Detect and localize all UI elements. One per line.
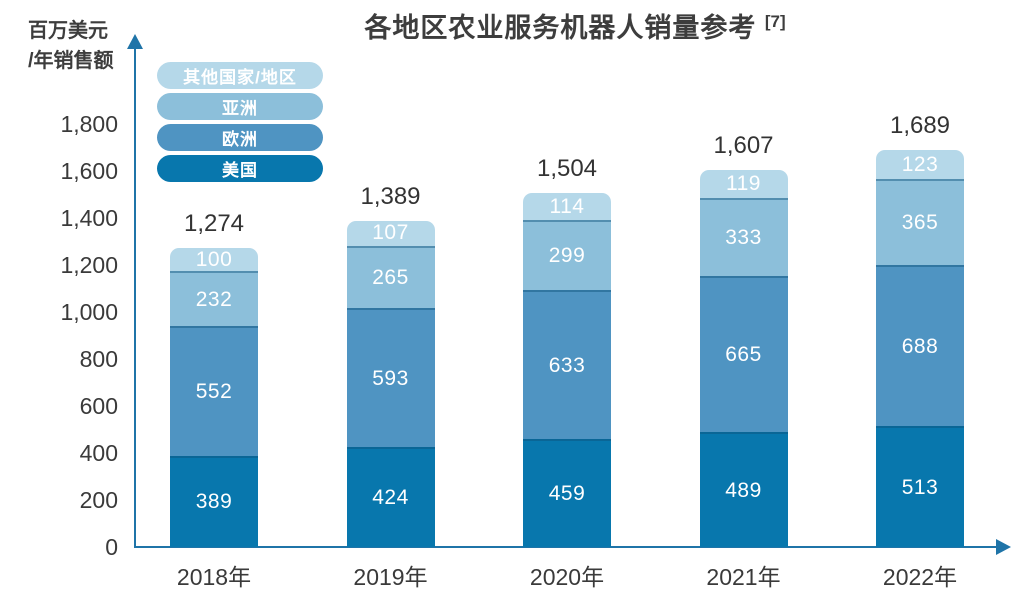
segment-value-label: 107 — [372, 221, 409, 245]
bar-segment-欧洲: 688 — [876, 264, 964, 427]
y-tick-label: 1,800 — [60, 111, 118, 137]
segment-value-label: 633 — [548, 353, 586, 377]
segment-value-label: 333 — [725, 225, 762, 249]
legend-item-亚洲: 亚洲 — [157, 93, 323, 120]
bar-segment-美国: 489 — [699, 432, 788, 547]
bar-segment-美国: 389 — [170, 455, 258, 547]
y-tick-label: 600 — [79, 393, 118, 419]
bar-segment-欧洲: 633 — [523, 290, 611, 440]
legend-item-其他国家/地区: 其他国家/地区 — [157, 62, 323, 89]
x-tick-label: 2019年 — [353, 564, 428, 590]
y-tick-label: 1,400 — [60, 205, 118, 231]
bar-segment-欧洲: 665 — [699, 275, 788, 433]
legend-item-美国: 美国 — [157, 155, 323, 182]
y-axis-unit-label: 百万美元 /年销售额 — [28, 16, 114, 76]
segment-value-label: 688 — [901, 334, 939, 358]
bar-total-label: 1,504 — [536, 155, 598, 183]
x-tick-label: 2020年 — [529, 564, 605, 590]
segment-value-label: 265 — [372, 265, 409, 289]
y-tick-label: 400 — [79, 440, 118, 466]
x-axis-line — [134, 546, 996, 548]
segment-value-label: 232 — [195, 287, 233, 311]
segment-value-label: 365 — [901, 210, 939, 234]
legend: 其他国家/地区 亚洲欧洲美国 — [157, 62, 323, 186]
bar-segment-其他国家/地区: 107 — [346, 220, 435, 246]
x-axis-arrow-icon — [996, 539, 1011, 555]
bar-segment-其他国家/地区: 114 — [523, 193, 611, 221]
y-axis-unit-line2: /年销售额 — [28, 50, 114, 72]
bar-segment-亚洲: 265 — [346, 245, 435, 308]
bar-segment-亚洲: 365 — [876, 178, 964, 265]
bar-segment-其他国家/地区: 100 — [170, 248, 258, 272]
chart-title-text: 各地区农业服务机器人销量参考 — [364, 13, 757, 43]
chart-title: 各地区农业服务机器人销量参考 [7] — [135, 6, 1015, 45]
y-tick-label: 1,600 — [60, 158, 118, 184]
segment-value-label: 119 — [726, 171, 761, 195]
segment-value-label: 123 — [901, 152, 939, 176]
segment-value-label: 424 — [372, 486, 409, 510]
y-axis-unit-line1: 百万美元 — [28, 20, 108, 42]
bar-segment-美国: 424 — [346, 447, 435, 547]
segment-value-label: 459 — [548, 482, 586, 506]
bar-segment-美国: 459 — [523, 439, 611, 547]
segment-value-label: 299 — [548, 244, 586, 268]
segment-value-label: 513 — [901, 475, 939, 499]
y-axis-arrow-icon — [127, 34, 143, 49]
bar-total-label: 1,274 — [183, 209, 245, 237]
segment-value-label: 593 — [372, 366, 409, 390]
y-tick-label: 1,000 — [60, 299, 118, 325]
x-tick-label: 2021年 — [706, 564, 781, 590]
bar-segment-亚洲: 333 — [699, 197, 788, 276]
segment-value-label: 489 — [725, 478, 762, 502]
bar-total-label: 1,689 — [889, 112, 951, 140]
y-tick-label: 1,200 — [60, 252, 118, 278]
chart-title-superscript: [7] — [764, 12, 786, 31]
y-tick-label: 0 — [105, 534, 118, 560]
bar-total-label: 1,389 — [360, 182, 421, 210]
segment-value-label: 552 — [195, 379, 233, 403]
segment-value-label: 389 — [195, 490, 233, 514]
bar-segment-其他国家/地区: 119 — [699, 169, 788, 198]
segment-value-label: 665 — [725, 342, 762, 366]
bar-segment-亚洲: 299 — [523, 220, 611, 291]
bar-segment-亚洲: 232 — [170, 271, 258, 326]
bar-segment-美国: 513 — [876, 426, 964, 547]
y-tick-label: 200 — [79, 487, 118, 513]
legend-item-欧洲: 欧洲 — [157, 124, 323, 151]
y-tick-label: 800 — [79, 346, 118, 372]
x-tick-label: 2018年 — [176, 564, 252, 590]
x-tick-label: 2022年 — [882, 564, 958, 590]
segment-value-label: 114 — [549, 194, 585, 218]
y-axis-line — [134, 48, 136, 547]
bar-segment-其他国家/地区: 123 — [876, 150, 964, 179]
bar-total-label: 1,607 — [713, 131, 774, 159]
segment-value-label: 100 — [195, 247, 233, 271]
bar-segment-欧洲: 552 — [170, 325, 258, 456]
bar-segment-欧洲: 593 — [346, 308, 435, 448]
